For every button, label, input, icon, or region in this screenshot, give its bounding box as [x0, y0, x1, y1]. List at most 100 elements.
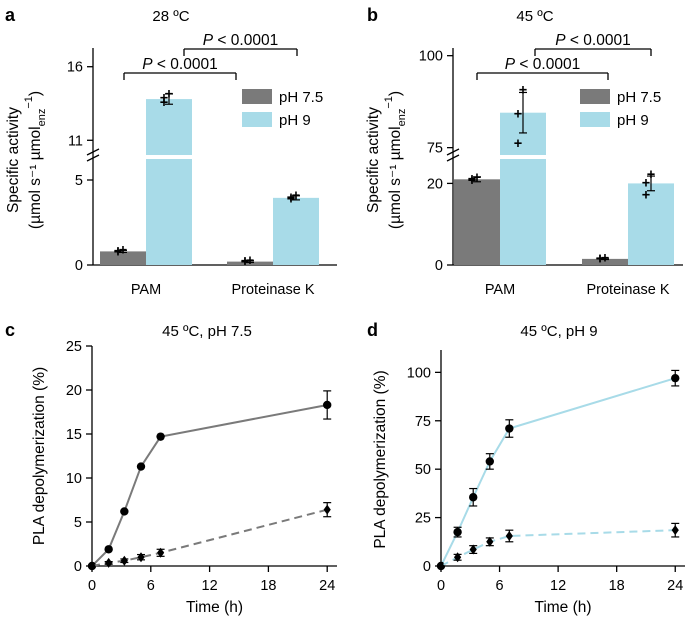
replicate-point: + — [292, 188, 300, 204]
y-axis-label-line2: (µmol s⁻¹ µmolenz−1) — [23, 91, 48, 229]
error-bar — [119, 249, 127, 254]
replicate-point: + — [287, 190, 295, 206]
error-bar — [165, 93, 173, 105]
replicate-point: + — [160, 95, 168, 111]
significance-label: P < 0.0001 — [555, 32, 630, 49]
bar-upper-segment — [146, 99, 192, 155]
data-point — [505, 424, 514, 433]
y-axis-label-close: ) — [27, 91, 44, 96]
axis-break-mark — [86, 148, 100, 156]
x-tick-label: 12 — [550, 578, 566, 594]
replicate-point: + — [642, 175, 650, 191]
legend-swatch — [580, 89, 610, 104]
legend-label: pH 9 — [279, 112, 311, 129]
y-tick-label: 25 — [415, 511, 431, 527]
replicate-point: + — [114, 243, 122, 259]
data-point — [485, 457, 494, 466]
replicate-point: + — [468, 171, 476, 187]
error-bar — [246, 260, 254, 264]
bar-ph-9: +++ — [628, 167, 674, 265]
x-tick-label: 24 — [319, 578, 335, 594]
error-bar — [647, 175, 655, 192]
error-bar — [292, 195, 300, 201]
y-axis-label-line1: Specific activity — [365, 107, 382, 213]
legend-label: pH 9 — [617, 112, 649, 129]
y-axis-label-sup: −1 — [23, 96, 35, 109]
y-tick-label: 16 — [67, 60, 83, 76]
y-axis-label-units: (µmol s⁻¹ µmol — [387, 126, 404, 229]
x-tick-label: 18 — [609, 578, 625, 594]
data-point — [671, 373, 680, 383]
bar — [227, 261, 273, 265]
y-tick-label: 0 — [75, 258, 83, 274]
y-axis-label-sub: enz — [36, 109, 48, 127]
bar — [100, 251, 146, 265]
y-tick-label: 20 — [427, 176, 443, 192]
panel-letter: c — [5, 320, 15, 340]
y-axis-label: Specific activity (µmol s⁻¹ µmolenz−1) — [5, 91, 48, 229]
y-axis-label-close: ) — [387, 91, 404, 96]
data-point — [453, 527, 462, 537]
replicate-point: + — [241, 254, 249, 270]
significance-p-symbol: P — [555, 32, 566, 49]
significance-bracket — [123, 72, 237, 80]
legend-swatch — [242, 112, 272, 127]
y-axis-label-sub: enz — [396, 109, 408, 127]
legend-swatch — [242, 89, 272, 104]
series-pam — [87, 390, 332, 571]
significance-label: P < 0.0001 — [142, 56, 217, 73]
y-axis-label: Specific activity (µmol s⁻¹ µmolenz−1) — [365, 91, 408, 229]
bar-ph-9: +++ — [273, 188, 319, 265]
y-tick-label: 50 — [415, 462, 431, 478]
replicate-point: + — [596, 251, 604, 267]
replicate-point: + — [468, 173, 476, 189]
significance-bracket — [534, 48, 652, 56]
significance-p-symbol: P — [142, 56, 153, 73]
y-tick-label: 100 — [407, 365, 431, 381]
data-point — [137, 552, 145, 563]
y-tick-label: 20 — [66, 383, 82, 399]
significance-value: < 0.0001 — [566, 32, 631, 49]
replicate-point: + — [241, 254, 249, 270]
replicate-point: + — [647, 167, 655, 183]
replicate-point: + — [287, 192, 295, 208]
panel-title: 45 ºC, pH 7.5 — [162, 323, 252, 340]
y-axis-label: PLA depolymerization (%) — [31, 367, 48, 545]
data-point — [469, 544, 477, 555]
legend: pH 7.5 pH 9 — [580, 89, 661, 129]
replicate-point: + — [596, 251, 604, 267]
panel-d: d 45 ºC, pH 9 0 25 50 75 100 0 6 12 18 24 Time (h) PL… — [367, 320, 685, 616]
y-tick-label: 5 — [74, 515, 82, 531]
x-tick-label: Proteinase K — [231, 282, 314, 298]
significance-p-symbol: P — [505, 56, 516, 73]
x-tick-label: PAM — [131, 282, 161, 298]
y-tick-label: 15 — [66, 427, 82, 443]
x-tick-label: PAM — [485, 282, 515, 298]
data-point — [156, 432, 165, 441]
x-tick-label: 6 — [496, 578, 504, 594]
x-tick-label: 18 — [260, 578, 276, 594]
panel-title: 45 ºC — [516, 8, 553, 25]
replicate-point: + — [165, 87, 173, 103]
significance-value: < 0.0001 — [515, 56, 580, 73]
data-point — [120, 555, 128, 566]
replicate-point: + — [119, 243, 127, 259]
x-tick-label: 0 — [437, 578, 445, 594]
bar — [273, 197, 319, 265]
data-point — [88, 561, 96, 571]
significance-value: < 0.0001 — [153, 56, 218, 73]
replicate-point: + — [114, 244, 122, 260]
panel-title: 45 ºC, pH 9 — [520, 323, 597, 340]
data-point — [120, 507, 129, 516]
series-line — [91, 403, 328, 567]
legend-swatch — [580, 112, 610, 127]
y-axis-label: PLA depolymerization (%) — [372, 370, 389, 548]
data-point — [671, 525, 679, 536]
y-axis-label-units: (µmol s⁻¹ µmol — [27, 126, 44, 229]
series-line — [440, 377, 676, 567]
x-tick-label: 24 — [667, 578, 683, 594]
y-tick-label: 100 — [419, 49, 443, 65]
replicate-point: + — [514, 107, 522, 123]
x-tick-label: Proteinase K — [586, 282, 669, 298]
